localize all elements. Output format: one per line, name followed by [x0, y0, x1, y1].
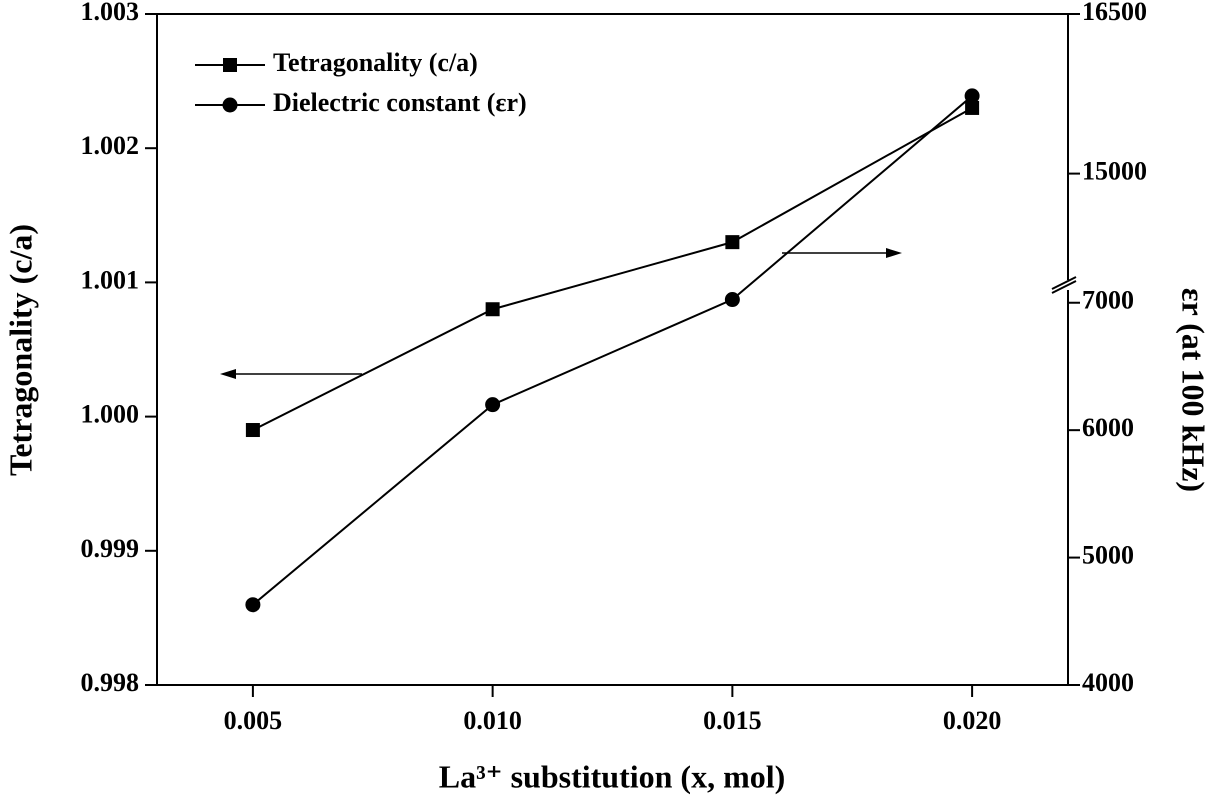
y2-tick-label: 4000: [1082, 668, 1134, 697]
axis-break-mark: [1051, 276, 1077, 290]
x-axis-title: La³⁺ substitution (x, mol): [439, 758, 786, 794]
marker: [222, 97, 238, 113]
legend-label: Tetragonality (c/a): [273, 48, 478, 77]
marker: [485, 397, 501, 413]
marker: [245, 597, 261, 613]
marker: [964, 88, 980, 104]
marker: [724, 292, 740, 308]
plot-frame: [156, 13, 1069, 686]
x-tick-label: 0.020: [943, 706, 1002, 735]
legend-label: Dielectric constant (εr): [273, 88, 527, 117]
y-tick-label: 0.999: [81, 534, 140, 563]
x-tick-label: 0.010: [463, 706, 522, 735]
marker: [223, 58, 237, 72]
series-line: [252, 95, 973, 606]
y-axis-title: Tetragonality (c/a): [2, 224, 38, 476]
series-line: [252, 107, 973, 431]
y-tick-label: 1.001: [81, 265, 140, 294]
marker: [965, 100, 980, 115]
y2-tick-label: 15000: [1082, 157, 1147, 186]
marker: [245, 423, 260, 438]
y-tick-label: 0.998: [81, 668, 140, 697]
y2-tick-label: 5000: [1082, 541, 1134, 570]
y-tick-label: 1.002: [81, 131, 140, 160]
y-tick-label: 1.003: [81, 0, 140, 26]
arrow-head: [220, 369, 236, 379]
y2-tick-label: 16500: [1082, 0, 1147, 26]
arrow-head: [886, 248, 902, 258]
marker: [485, 302, 500, 317]
x-tick-label: 0.005: [224, 706, 283, 735]
y2-tick-label: 7000: [1082, 286, 1134, 315]
axis-break-mark: [1051, 280, 1077, 294]
y-tick-label: 1.000: [81, 400, 140, 429]
y2-axis-title: εr (at 100 kHz): [1176, 288, 1212, 492]
x-tick-label: 0.015: [703, 706, 762, 735]
y2-tick-label: 6000: [1082, 413, 1134, 442]
marker: [725, 235, 740, 250]
